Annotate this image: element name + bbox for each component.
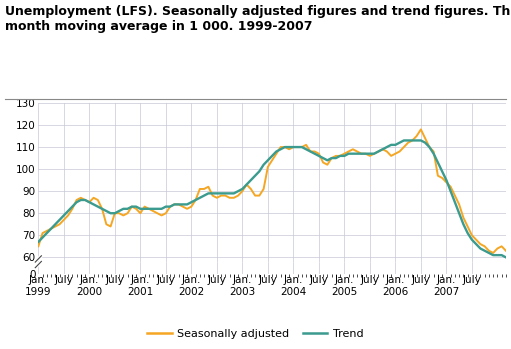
Trend (503, 255, 509, 259)
Text: Unemployment (LFS). Seasonally adjusted figures and trend figures. Three-
month : Unemployment (LFS). Seasonally adjusted … (5, 5, 511, 33)
Seasonally adjusted (154, 211, 160, 215)
Seasonally adjusted (490, 251, 496, 255)
Seasonally adjusted (307, 149, 313, 154)
Trend (210, 191, 216, 195)
Trend (307, 149, 313, 154)
Trend (490, 253, 496, 257)
Trend (35, 240, 41, 244)
Seasonally adjusted (494, 246, 500, 251)
Trend (401, 138, 407, 142)
Line: Seasonally adjusted: Seasonally adjusted (38, 129, 506, 253)
Seasonally adjusted (35, 244, 41, 248)
Seasonally adjusted (418, 127, 424, 132)
Trend (154, 207, 160, 211)
Seasonally adjusted (503, 248, 509, 253)
Legend: Seasonally adjusted, Trend: Seasonally adjusted, Trend (143, 325, 368, 343)
Seasonally adjusted (252, 193, 258, 198)
Trend (142, 207, 148, 211)
Seasonally adjusted (142, 205, 148, 209)
Seasonally adjusted (210, 193, 216, 198)
Trend (252, 174, 258, 178)
Line: Trend: Trend (38, 140, 506, 257)
